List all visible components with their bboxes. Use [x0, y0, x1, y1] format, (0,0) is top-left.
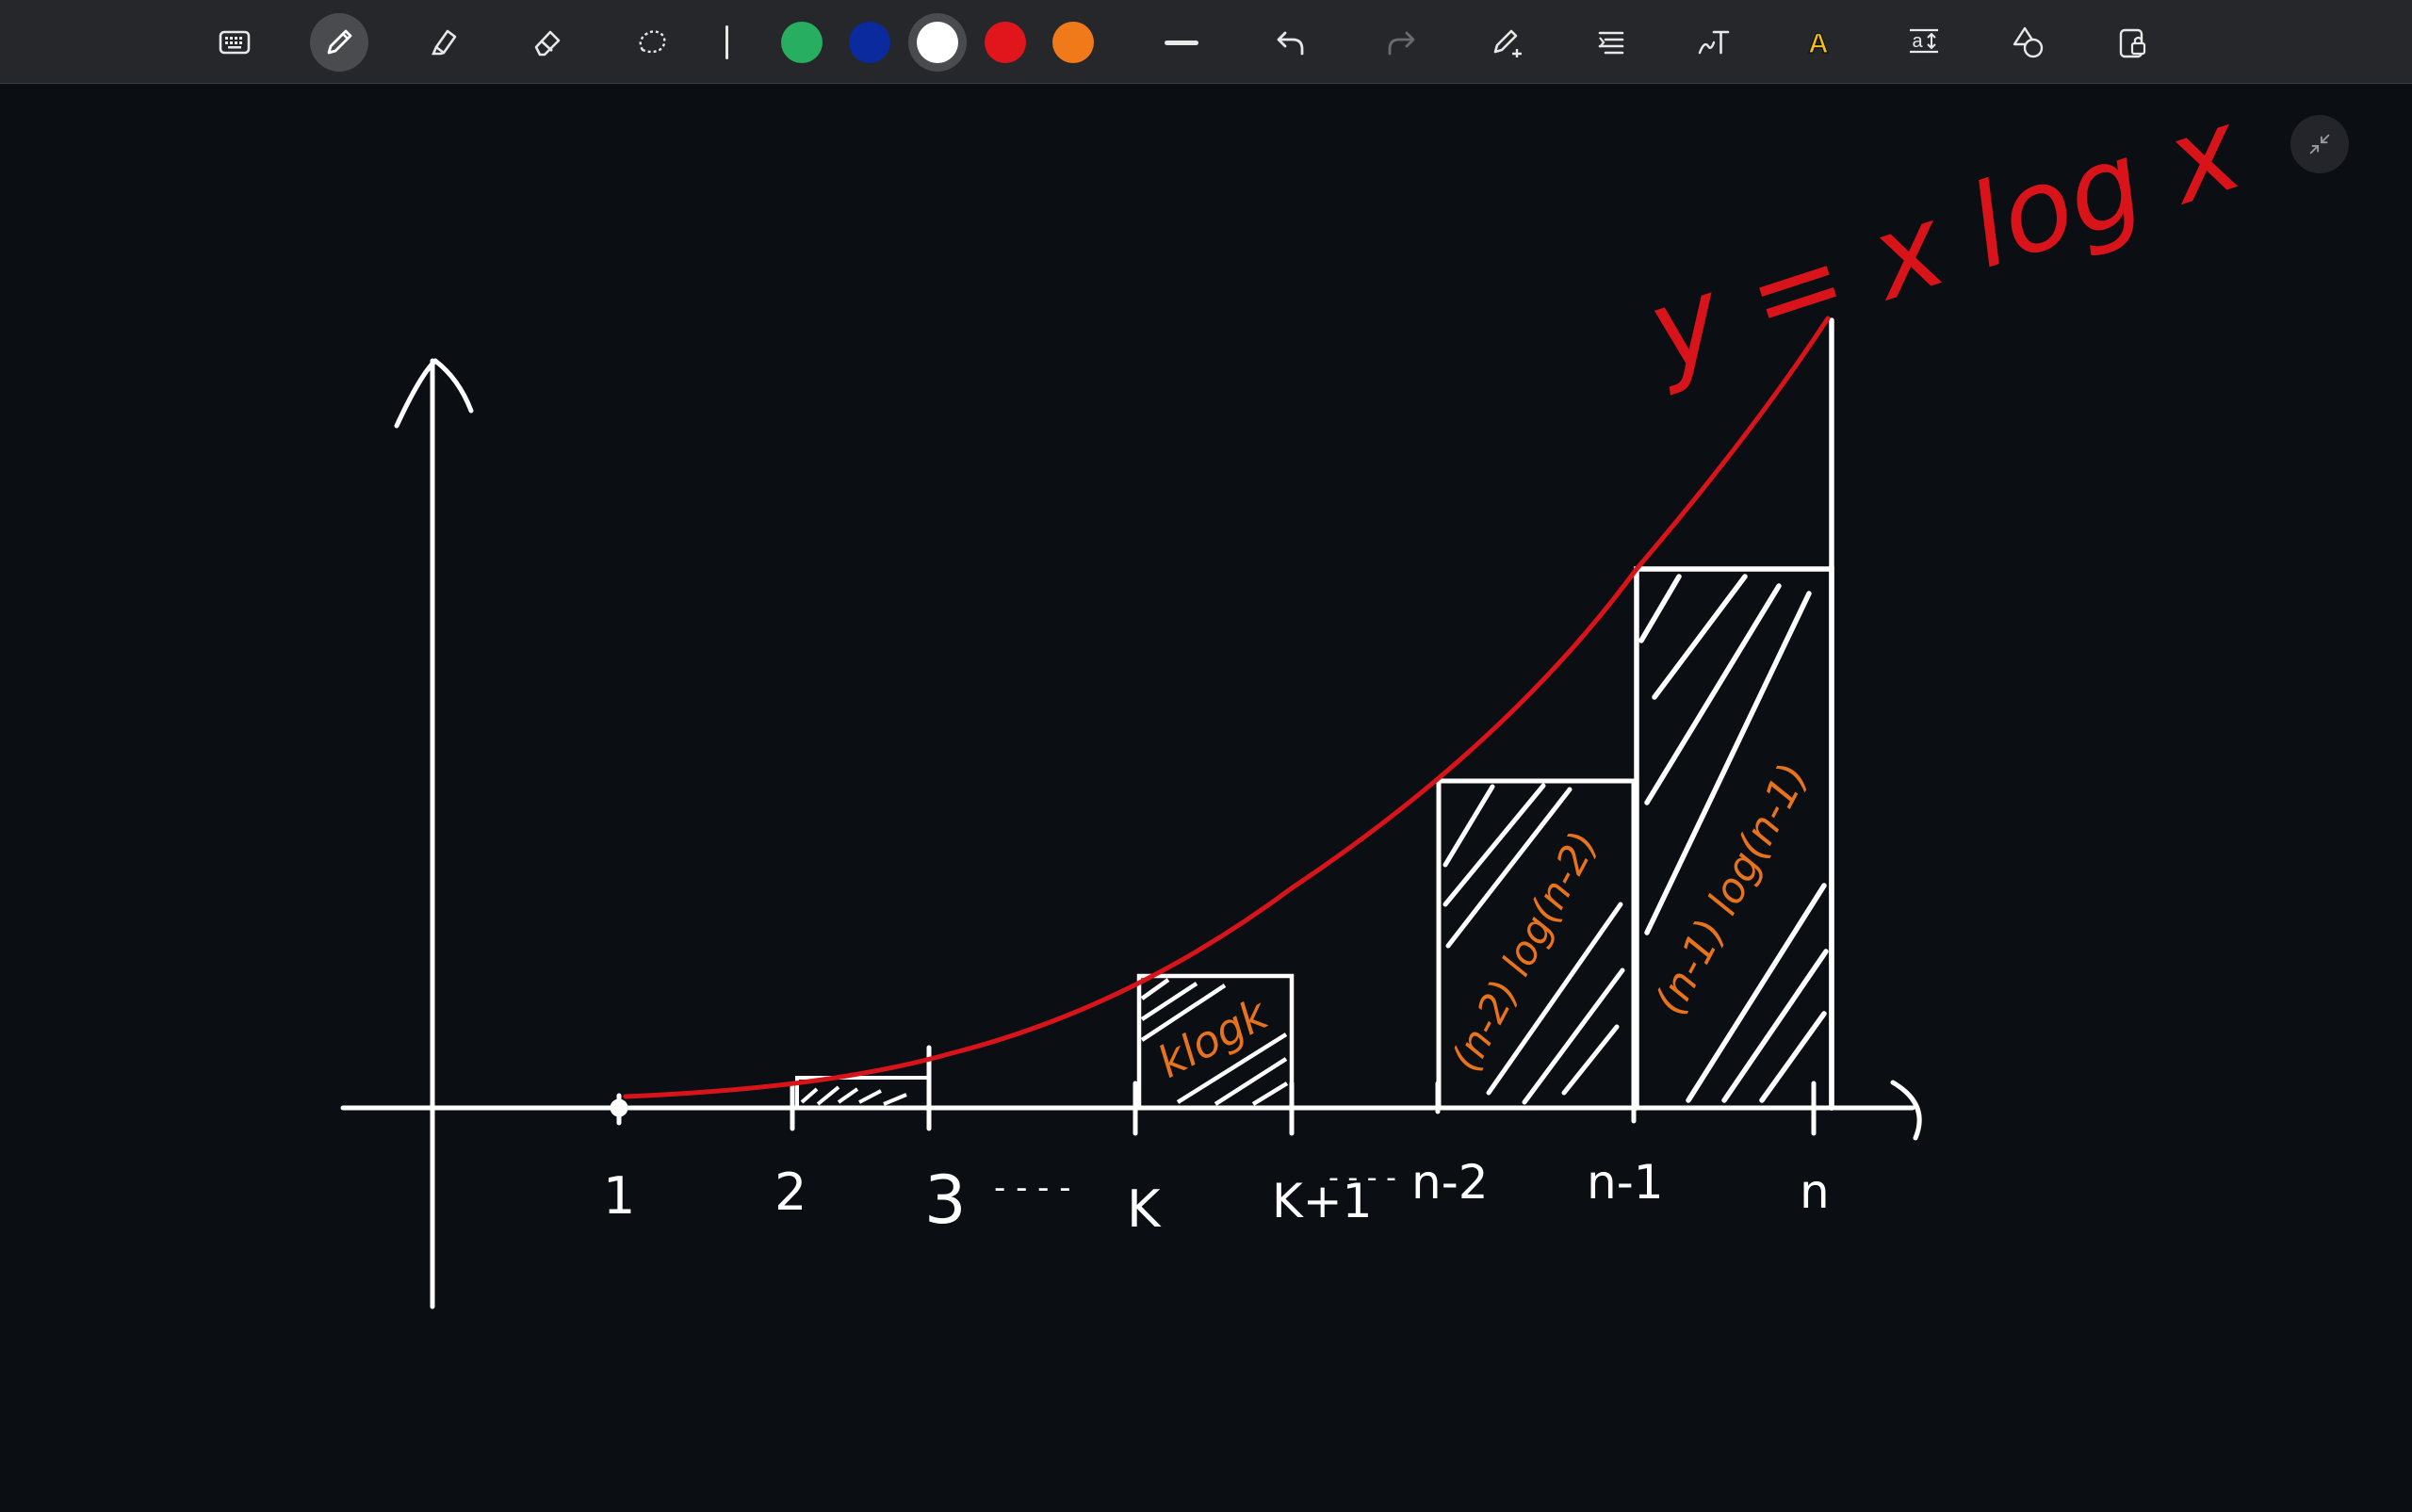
color-swatch-white[interactable] — [917, 22, 958, 63]
text-color-button[interactable]: A — [1789, 13, 1848, 72]
text-align-icon — [1598, 31, 1624, 55]
lasso-icon — [639, 30, 666, 54]
undo-icon — [1277, 31, 1304, 56]
drawing-canvas[interactable]: y = x log x klogk (n-2) log(n-2) (n-1) l… — [0, 84, 2412, 1507]
toolbar-divider — [725, 25, 728, 59]
rect-n-1-label: (n-1) log(n-1) — [1646, 756, 1818, 1022]
text-align-button[interactable] — [1582, 13, 1640, 72]
curve-label: y = x log x — [1631, 84, 2257, 398]
shapes-button[interactable] — [1999, 13, 2058, 72]
lasso-button[interactable] — [623, 13, 681, 72]
text-size-button[interactable]: a — [1895, 13, 1953, 72]
axes — [340, 358, 1922, 1309]
rect-n-2 — [1436, 778, 1637, 1111]
shapes-icon — [2013, 26, 2044, 58]
text-color-icon: A — [1808, 27, 1830, 59]
exit-fullscreen-button[interactable] — [2290, 115, 2349, 173]
x-label-n: n — [1800, 1164, 1830, 1219]
x-labels: 1 2 3 - - - - K K+1 - - - - n-2 n-1 n — [603, 1155, 1830, 1239]
x-label-3: 3 — [924, 1162, 967, 1239]
collapse-icon — [2309, 134, 2330, 154]
undo-button[interactable] — [1262, 13, 1320, 72]
text-size-icon: a — [1910, 28, 1938, 54]
x-label-1: 1 — [603, 1166, 635, 1226]
eraser-button[interactable] — [518, 13, 577, 72]
x-label-n-1: n-1 — [1587, 1155, 1664, 1210]
ellipsis-2: - - - - — [1328, 1162, 1396, 1195]
svg-text:A: A — [1808, 28, 1829, 59]
keyboard-button[interactable] — [205, 13, 264, 72]
highlighter-button[interactable] — [415, 13, 473, 72]
lock-button[interactable] — [2103, 13, 2161, 72]
lock-icon — [2119, 28, 2146, 58]
color-swatch-green[interactable] — [781, 22, 823, 63]
pen-icon — [327, 29, 352, 55]
pen-button[interactable] — [310, 13, 368, 72]
eraser-icon — [534, 30, 561, 57]
keyboard-icon — [219, 30, 251, 55]
highlighter-icon — [432, 29, 457, 56]
rect-k — [1136, 973, 1295, 1108]
curve-x-log-x — [623, 316, 1831, 1099]
redo-icon — [1388, 31, 1415, 56]
handwriting-icon — [1698, 30, 1730, 55]
y-axis-arrowhead — [394, 358, 474, 429]
x-label-k-plus-1: K+1 — [1272, 1174, 1373, 1228]
color-swatch-red[interactable] — [985, 22, 1026, 63]
handwriting-button[interactable] — [1685, 13, 1743, 72]
stroke-width-button[interactable] — [1152, 13, 1211, 72]
color-swatch-blue[interactable] — [849, 22, 890, 63]
svg-text:a: a — [1912, 31, 1923, 52]
x-axis-arrowhead — [1890, 1080, 1922, 1141]
ellipsis-1: - - - - — [994, 1169, 1071, 1207]
pen-settings-button[interactable] — [1478, 13, 1537, 72]
toolbar: A a — [0, 0, 2412, 84]
color-swatch-orange[interactable] — [1052, 22, 1094, 63]
x-label-n-2: n-2 — [1411, 1155, 1489, 1210]
x-label-2: 2 — [774, 1162, 807, 1222]
stroke-width-icon — [1165, 41, 1198, 45]
origin-dot — [610, 1098, 628, 1117]
pen-settings-icon — [1493, 29, 1522, 57]
ink-drawing: y = x log x klogk (n-2) log(n-2) (n-1) l… — [340, 84, 2257, 1309]
rect-n-1 — [1634, 317, 1834, 1111]
x-label-k: K — [1127, 1179, 1162, 1239]
redo-button[interactable] — [1372, 13, 1430, 72]
rect-2-3 — [795, 1076, 931, 1108]
